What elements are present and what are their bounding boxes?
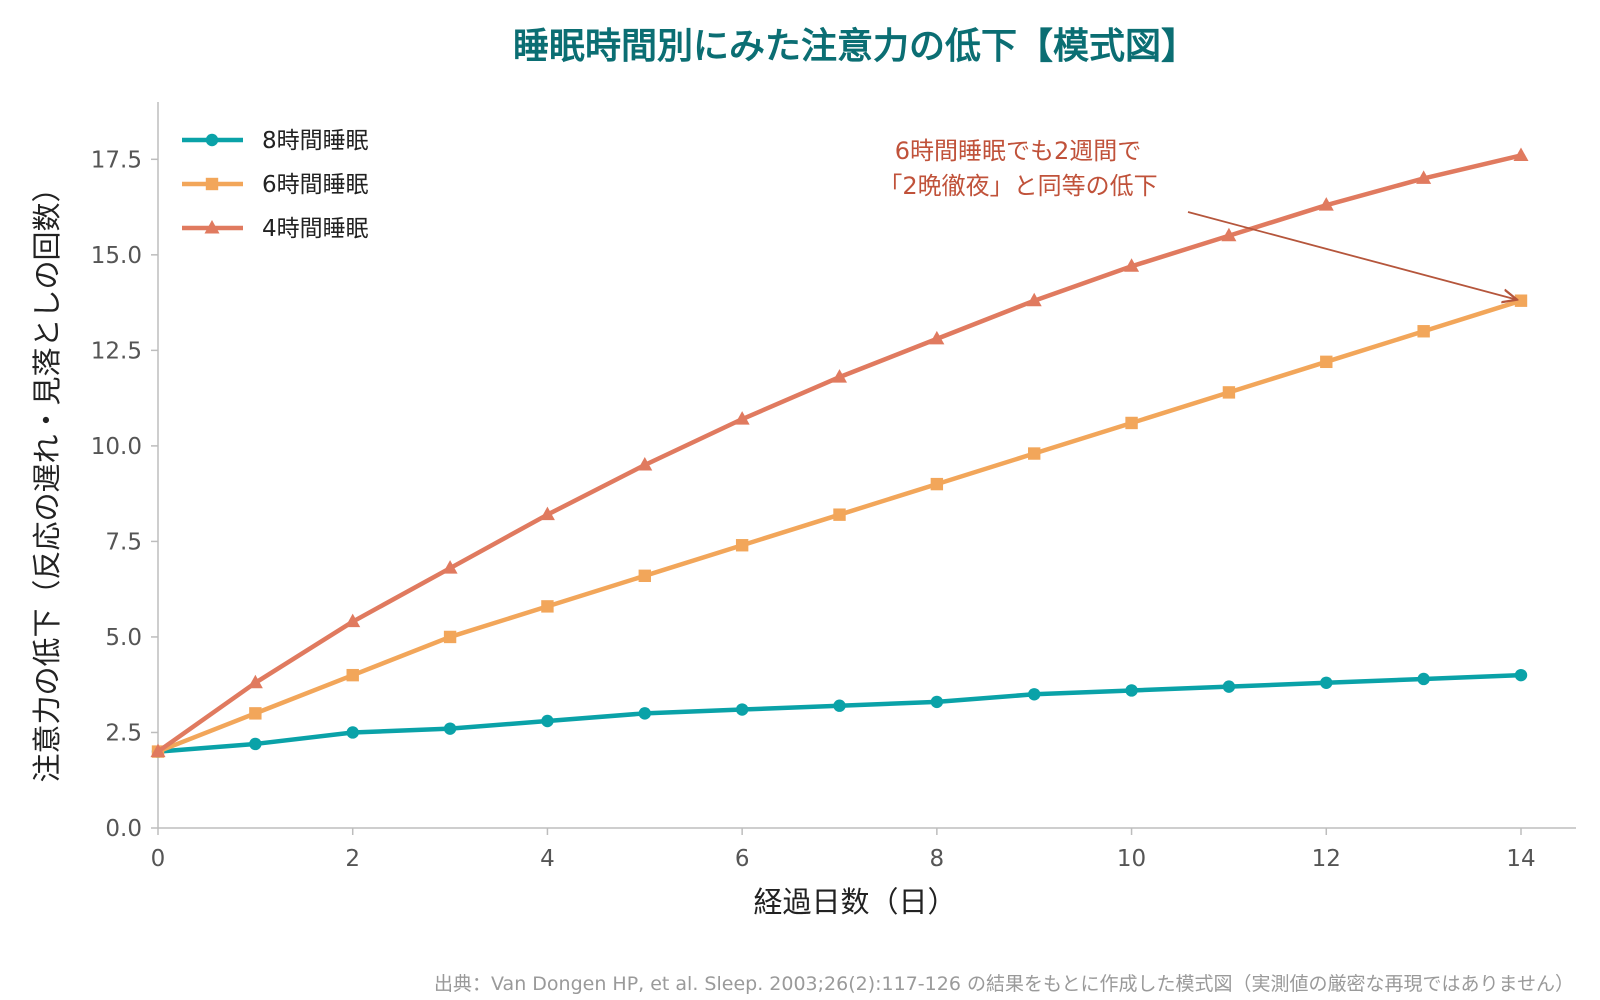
legend-marker bbox=[205, 177, 219, 191]
series-2 bbox=[151, 294, 1528, 758]
data-point bbox=[1125, 416, 1138, 430]
source-note: 出典：Van Dongen HP, et al. Sleep. 2003;26(… bbox=[434, 973, 1574, 995]
chart-title: 睡眠時間別にみた注意力の低下【模式図】 bbox=[513, 26, 1197, 67]
legend-item: 8時間睡眠 bbox=[182, 128, 369, 154]
data-point bbox=[833, 699, 846, 712]
legend-item: 4時間睡眠 bbox=[182, 216, 369, 242]
x-tick-label: 12 bbox=[1312, 846, 1341, 872]
x-axis-label: 経過日数（日） bbox=[753, 885, 956, 919]
x-tick-label: 0 bbox=[151, 846, 166, 872]
series-1 bbox=[151, 668, 1528, 758]
data-point bbox=[929, 330, 945, 345]
data-point bbox=[930, 477, 944, 491]
data-point bbox=[638, 569, 651, 583]
data-point bbox=[346, 726, 359, 739]
data-point bbox=[735, 539, 749, 552]
y-tick-label: 17.5 bbox=[91, 147, 142, 173]
data-point bbox=[150, 743, 166, 758]
x-tick-label: 6 bbox=[735, 846, 750, 872]
annotation-line-2: 「2晩徹夜」と同等の低下 bbox=[878, 172, 1157, 200]
y-tick-label: 10.0 bbox=[91, 434, 142, 460]
data-point bbox=[443, 630, 457, 644]
data-point bbox=[638, 707, 651, 720]
data-point bbox=[735, 703, 749, 716]
data-point bbox=[1222, 386, 1236, 399]
data-point bbox=[1417, 325, 1430, 338]
y-tick-label: 2.5 bbox=[105, 720, 142, 746]
data-point bbox=[1514, 294, 1528, 307]
data-point bbox=[247, 674, 263, 689]
data-point bbox=[443, 722, 457, 735]
data-point bbox=[345, 613, 361, 628]
data-point bbox=[346, 668, 359, 682]
data-point bbox=[1028, 688, 1041, 701]
series-line bbox=[155, 672, 1524, 754]
legend: 8時間睡眠 6時間睡眠 4時間睡眠 bbox=[182, 128, 369, 242]
data-point bbox=[1417, 672, 1430, 686]
y-tick-label: 7.5 bbox=[105, 529, 142, 555]
x-tick-label: 8 bbox=[930, 846, 945, 872]
data-point bbox=[249, 707, 262, 720]
data-point bbox=[833, 508, 846, 521]
data-point bbox=[637, 457, 653, 471]
data-point bbox=[832, 369, 847, 383]
y-tick-label: 15.0 bbox=[91, 243, 142, 269]
data-point bbox=[1514, 668, 1528, 682]
series-line bbox=[155, 153, 1524, 754]
data-point bbox=[249, 737, 262, 751]
data-point bbox=[1513, 147, 1529, 161]
data-point bbox=[539, 506, 555, 521]
y-tick-label: 5.0 bbox=[105, 625, 142, 651]
annotation: 6時間睡眠でも2週間で 「2晩徹夜」と同等の低下 bbox=[878, 137, 1517, 300]
legend-marker bbox=[204, 220, 220, 234]
axes bbox=[157, 102, 1576, 829]
x-tick-label: 4 bbox=[540, 846, 555, 872]
x-ticks: 0 2 4 6 8 10 12 14 bbox=[151, 828, 1536, 872]
y-tick-label: 0.0 bbox=[105, 816, 142, 842]
data-point bbox=[541, 714, 554, 728]
x-tick-label: 2 bbox=[345, 846, 360, 872]
y-tick-label: 12.5 bbox=[91, 338, 142, 364]
legend-label: 6時間睡眠 bbox=[262, 172, 369, 198]
data-point bbox=[1221, 227, 1237, 242]
annotation-arrow bbox=[1187, 211, 1517, 300]
data-point bbox=[1318, 197, 1334, 211]
data-point bbox=[1416, 170, 1432, 184]
series-group bbox=[150, 147, 1529, 758]
x-tick-label: 10 bbox=[1117, 846, 1146, 872]
data-point bbox=[1028, 447, 1041, 460]
data-point bbox=[1320, 355, 1333, 369]
legend-marker bbox=[205, 133, 219, 147]
y-axis-label: 注意力の低下（反応の遅れ・見落としの回数） bbox=[30, 173, 64, 782]
annotation-line-1: 6時間睡眠でも2週間で bbox=[895, 137, 1142, 165]
data-point bbox=[1124, 258, 1140, 272]
series-3 bbox=[150, 147, 1529, 758]
data-point bbox=[1320, 676, 1333, 689]
legend-item: 6時間睡眠 bbox=[182, 172, 369, 198]
data-point bbox=[930, 695, 944, 709]
data-point bbox=[1125, 684, 1138, 697]
data-point bbox=[1026, 292, 1042, 307]
x-tick-label: 14 bbox=[1506, 846, 1535, 872]
y-ticks: 0.0 2.5 5.0 7.5 10.0 12.5 15.0 17.5 bbox=[91, 147, 158, 842]
data-point bbox=[734, 411, 750, 425]
legend-label: 4時間睡眠 bbox=[262, 216, 369, 242]
data-point bbox=[1222, 680, 1236, 693]
legend-label: 8時間睡眠 bbox=[262, 128, 369, 154]
data-point bbox=[442, 560, 458, 574]
data-point bbox=[541, 600, 554, 613]
